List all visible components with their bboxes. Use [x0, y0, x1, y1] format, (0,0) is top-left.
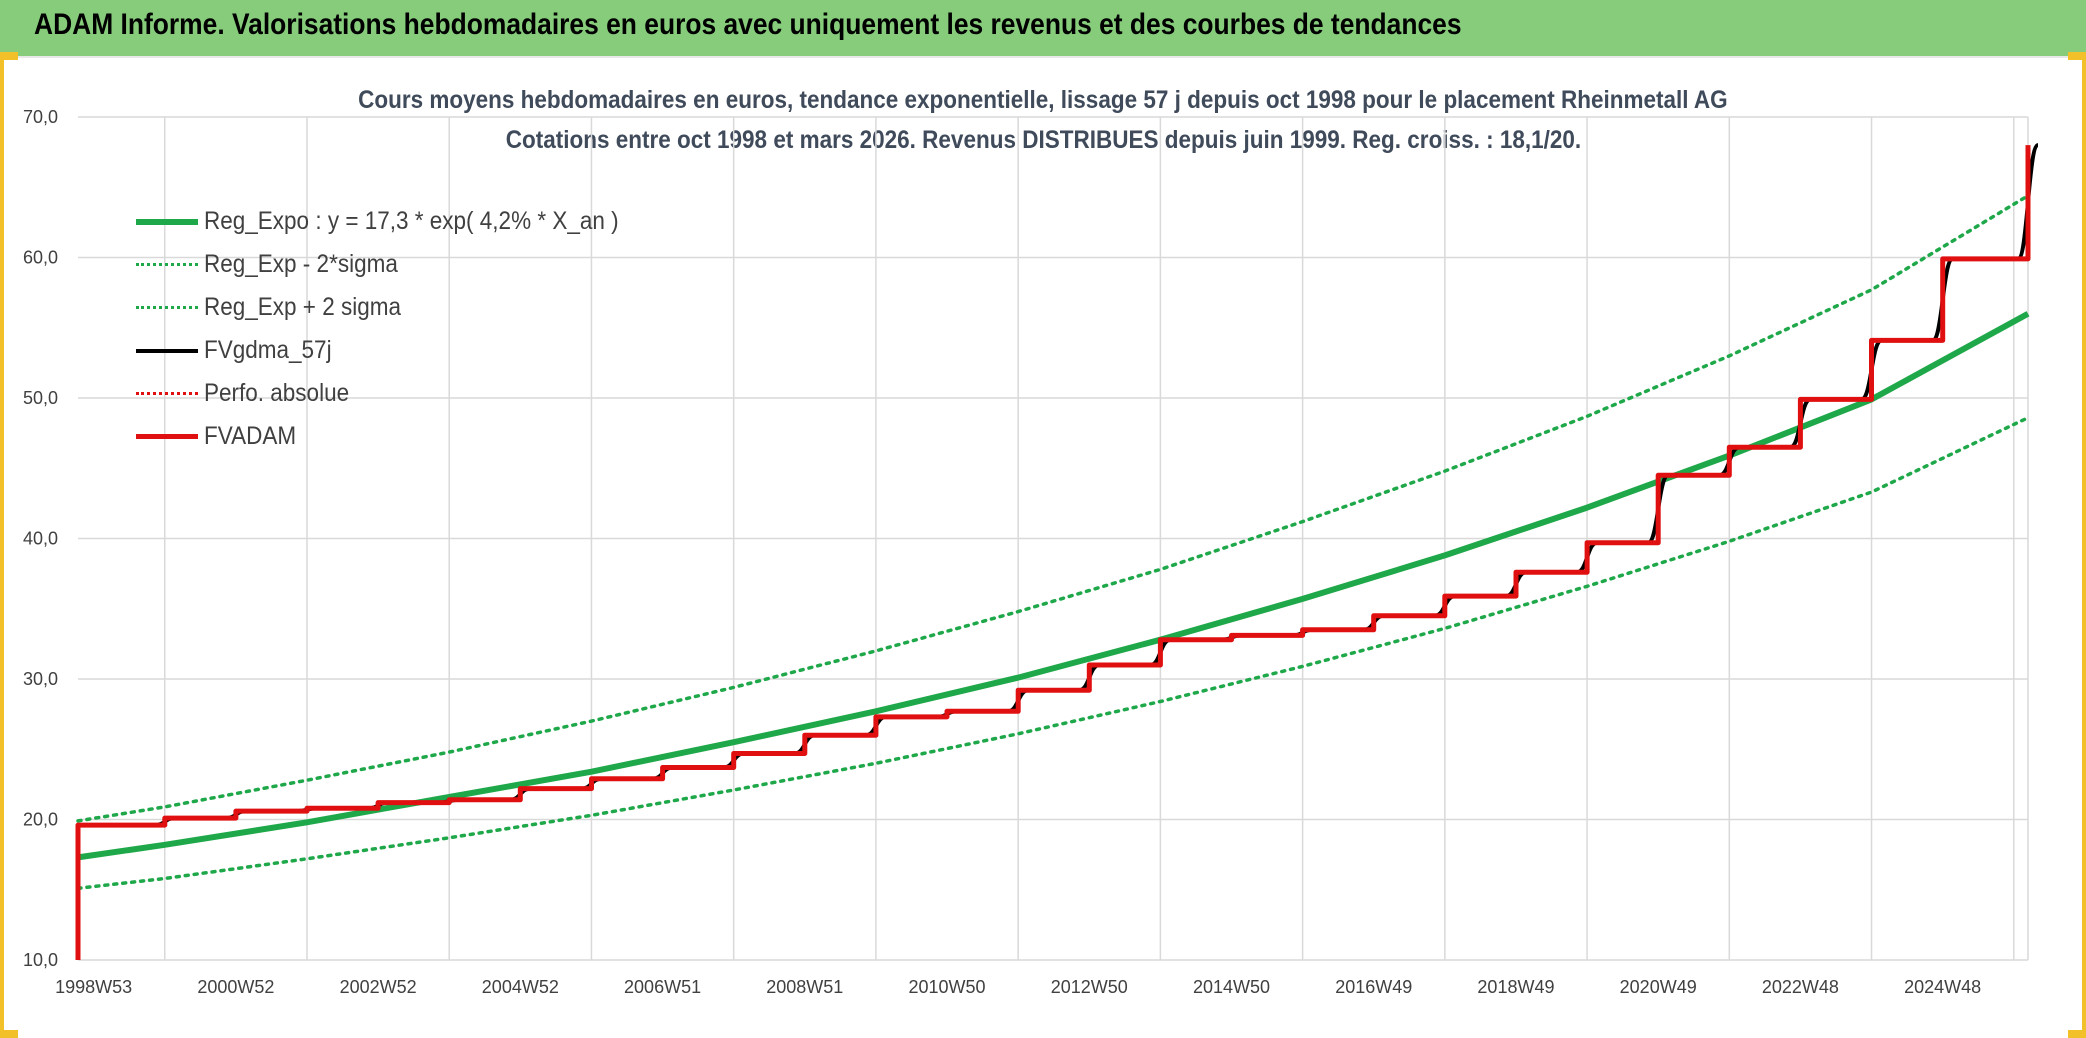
legend-entry: Reg_Expo : y = 17,3 * exp( 4,2% * X_an ) — [136, 200, 665, 243]
series-line-fvadam — [75, 145, 2031, 960]
x-tick-label: 2024W48 — [1904, 977, 1981, 997]
x-tick-label: 2006W51 — [624, 977, 701, 997]
legend-label: Reg_Expo : y = 17,3 * exp( 4,2% * X_an ) — [204, 207, 619, 235]
report-title: ADAM Informe. Valorisations hebdomadaire… — [34, 8, 1462, 41]
legend-swatch — [136, 263, 198, 266]
legend-swatch — [136, 218, 198, 225]
legend-entry: FVADAM — [136, 415, 665, 458]
x-tick-label: 2022W48 — [1762, 977, 1839, 997]
chart-title-text: Cours moyens hebdomadaires en euros, ten… — [358, 86, 1728, 114]
series-line-reg-exp-2-sigma — [76, 415, 2030, 891]
x-tick-label: 2004W52 — [482, 977, 559, 997]
legend-label: FVADAM — [204, 422, 297, 450]
y-tick-label: 70,0 — [23, 107, 58, 127]
x-tick-label: 2020W49 — [1620, 977, 1697, 997]
legend-entry: Reg_Exp - 2*sigma — [136, 243, 665, 286]
x-tick-label: 2010W50 — [909, 977, 986, 997]
y-tick-label: 10,0 — [23, 950, 58, 970]
x-tick-label: 2002W52 — [340, 977, 417, 997]
legend-swatch — [136, 392, 198, 395]
corner-marker — [2068, 52, 2086, 60]
corner-marker — [0, 1030, 18, 1038]
x-tick-label: 1998W53 — [55, 977, 132, 997]
legend-label: Reg_Exp + 2 sigma — [204, 293, 401, 321]
chart-title: Cours moyens hebdomadaires en euros, ten… — [0, 86, 2086, 115]
chart-subtitle-text: Cotations entre oct 1998 et mars 2026. R… — [505, 126, 1581, 154]
legend-label: Perfo. absolue — [204, 379, 350, 407]
y-tick-label: 30,0 — [23, 669, 58, 689]
x-tick-label: 2014W50 — [1193, 977, 1270, 997]
chart-subtitle: Cotations entre oct 1998 et mars 2026. R… — [0, 126, 2086, 155]
y-tick-label: 60,0 — [23, 248, 58, 268]
legend-swatch — [136, 306, 198, 309]
legend-label: Reg_Exp - 2*sigma — [204, 250, 398, 278]
legend-entry: Reg_Exp + 2 sigma — [136, 286, 665, 329]
legend-label: FVgdma_57j — [204, 336, 332, 364]
y-tick-label: 20,0 — [23, 810, 58, 830]
x-tick-label: 2016W49 — [1335, 977, 1412, 997]
series-line-reg-exp-2-sigma — [76, 193, 2030, 823]
legend-entry: Perfo. absolue — [136, 372, 665, 415]
x-tick-label: 2018W49 — [1477, 977, 1554, 997]
x-tick-label: 2000W52 — [197, 977, 274, 997]
legend-swatch — [136, 434, 198, 439]
report-banner: ADAM Informe. Valorisations hebdomadaire… — [0, 0, 2086, 58]
y-tick-label: 50,0 — [23, 388, 58, 408]
corner-marker — [2068, 1030, 2086, 1038]
chart-legend: Reg_Expo : y = 17,3 * exp( 4,2% * X_an )… — [136, 200, 665, 458]
corner-marker — [0, 52, 18, 60]
x-tick-label: 2012W50 — [1051, 977, 1128, 997]
y-tick-label: 40,0 — [23, 529, 58, 549]
legend-entry: FVgdma_57j — [136, 329, 665, 372]
x-tick-label: 2008W51 — [766, 977, 843, 997]
legend-swatch — [136, 348, 198, 353]
